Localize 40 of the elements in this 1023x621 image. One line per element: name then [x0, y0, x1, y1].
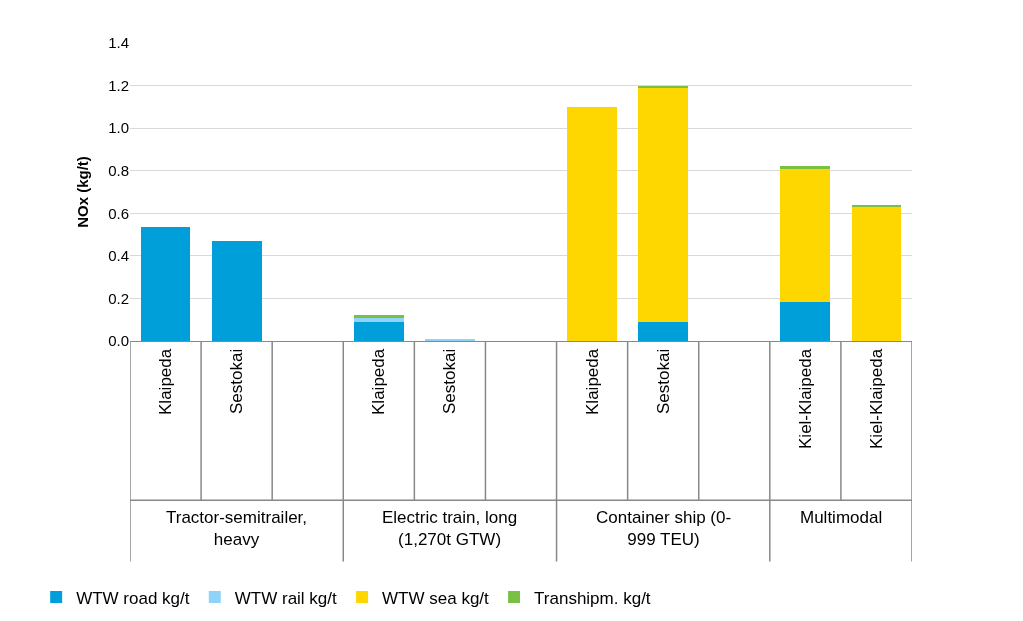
- x-tick-label: Sestokai: [440, 348, 460, 414]
- bar: [780, 166, 831, 169]
- y-tick-label: 0.2: [108, 289, 129, 307]
- text: Container ship (0- 999 TEU): [596, 508, 732, 550]
- text: Multimodal: [800, 508, 883, 527]
- bar: [353, 317, 404, 322]
- bar: [567, 106, 617, 341]
- x-tick-label: Sestokai: [227, 348, 247, 414]
- bar: [211, 240, 262, 341]
- bar: [780, 168, 831, 302]
- x-tick-label: Kiel-Klaipeda: [795, 348, 815, 449]
- x-tick-label: Sestokai: [653, 348, 673, 414]
- y-tick-label: 0.6: [108, 204, 129, 222]
- bar: [353, 321, 404, 341]
- bar: [851, 204, 902, 207]
- x-tick-label: Kiel-Klaipeda: [866, 348, 886, 449]
- y-tick-label: 0.8: [108, 161, 129, 179]
- bar: [140, 227, 191, 341]
- bar: [851, 206, 902, 341]
- text: Electric train, long (1,270t GTW): [382, 508, 518, 550]
- bar: [780, 301, 831, 341]
- x-tick-label: Klaipeda: [156, 348, 176, 415]
- bar: [425, 338, 475, 341]
- legend-label: WTW sea kg/t: [382, 588, 490, 608]
- legend-label: WTW road kg/t: [76, 588, 190, 608]
- y-tick-label: 1.4: [108, 34, 129, 52]
- x-tick-label: Klaipeda: [369, 348, 389, 415]
- legend-label: Transhipm. kg/t: [534, 588, 651, 608]
- y-axis-title: NOx (kg/t): [74, 156, 92, 228]
- y-tick-label: 1.2: [108, 76, 129, 94]
- bar: [353, 315, 404, 318]
- bar: [638, 321, 689, 341]
- legend-label: WTW rail kg/t: [234, 588, 338, 608]
- y-tick-label: 0.4: [108, 247, 129, 265]
- bar: [638, 87, 689, 322]
- y-tick-label: 1.0: [108, 119, 129, 137]
- x-tick-label: Klaipeda: [582, 348, 602, 415]
- bar: [638, 85, 689, 88]
- y-tick-label: 0.0: [108, 332, 129, 350]
- text: Tractor-semitrailer, heavy: [166, 508, 308, 550]
